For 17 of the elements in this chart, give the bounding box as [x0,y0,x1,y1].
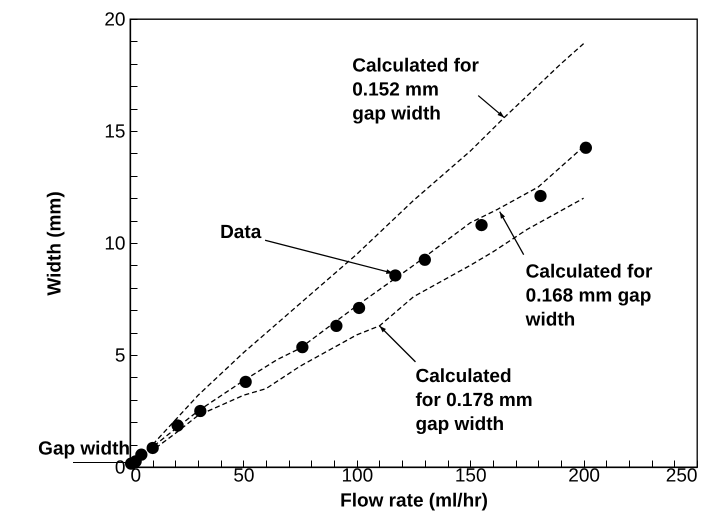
y-axis-title: Width (mm) [44,191,66,296]
y-tick-label: 20 [104,10,126,30]
y-tick-label: 15 [104,122,126,142]
annotation: Calculated for 0.168 mm gap width [524,262,653,331]
x-tick-label: 50 [233,466,254,486]
x-tick-label: 0 [130,466,142,486]
annotation: Calculated for 0.152 mm gap width [352,56,480,125]
annotation: Calculated for 0.178 mm gap width [415,366,533,435]
x-axis-title: Flow rate (ml/hr) [340,490,488,512]
y-tick-label: 10 [104,234,126,254]
annotation: Gap width [38,438,130,460]
x-tick-label: 200 [568,466,600,486]
annotation: Data [220,222,262,244]
x-tick-label: 150 [454,466,487,486]
x-tick-label: 100 [341,466,374,486]
y-tick-label: 5 [114,346,126,366]
x-tick-label: 250 [666,466,698,486]
